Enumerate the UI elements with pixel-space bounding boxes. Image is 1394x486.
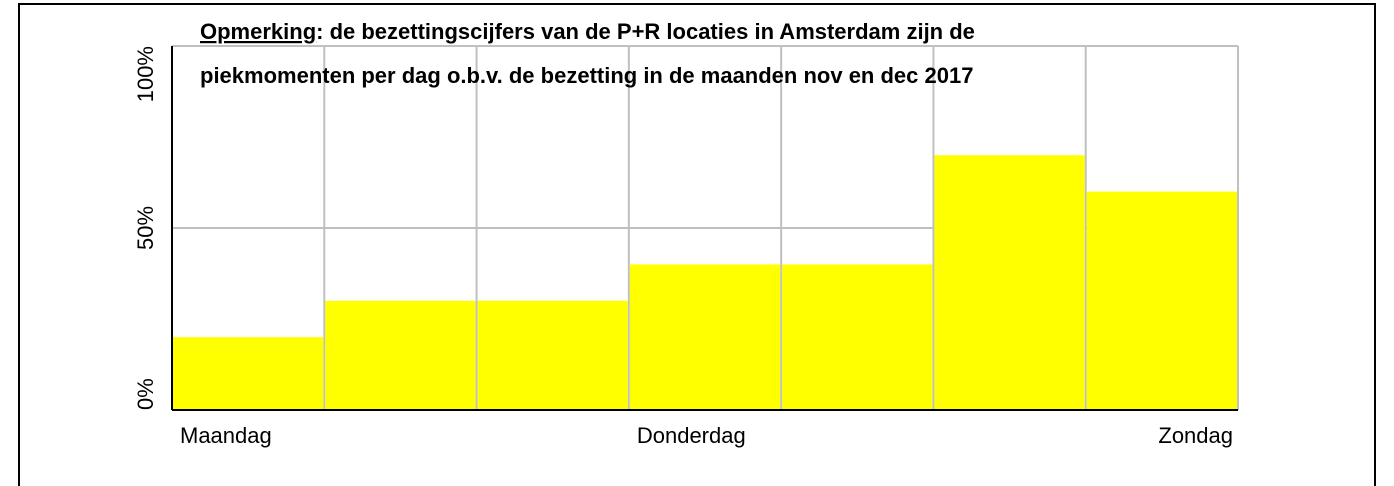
bar [934,155,1085,410]
y-tick-label: 100% [133,46,158,102]
bar [173,337,324,410]
x-tick-label: Donderdag [637,423,746,448]
y-tick-label: 50% [133,206,158,250]
y-tick-label: 0% [133,378,158,410]
bar [325,300,476,410]
annotation: Opmerking: de bezettingscijfers van de P… [200,19,975,44]
bar [1086,191,1237,410]
x-tick-label: Maandag [180,423,272,448]
bar [477,300,628,410]
annotation-line: : de bezettingscijfers van de P+R locati… [316,19,975,44]
annotation-label: Opmerking [200,19,316,44]
bar [629,264,781,410]
x-tick-label: Zondag [1158,423,1233,448]
annotation-line: piekmomenten per dag o.b.v. de bezetting… [200,63,973,88]
frame [18,3,1376,486]
bar [782,264,933,410]
